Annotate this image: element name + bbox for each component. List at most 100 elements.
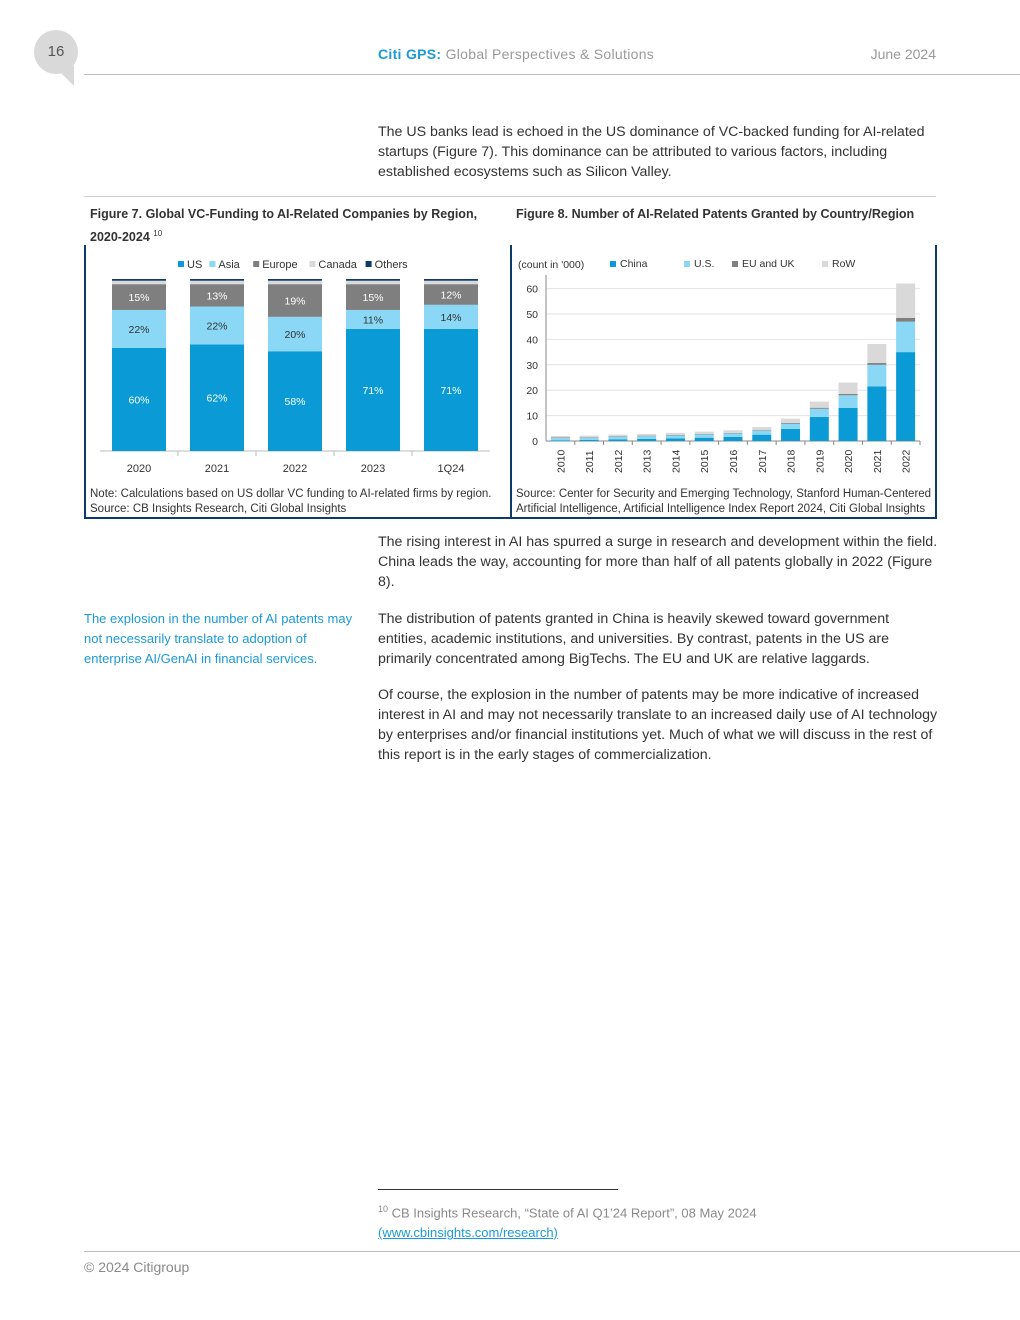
- bar-row-2012: [608, 434, 628, 437]
- footnote-text: CB Insights Research, “State of AI Q1’24…: [391, 1205, 757, 1221]
- data-label-us-2021: 62%: [206, 393, 227, 405]
- bar-asia-1Q24: [424, 304, 478, 329]
- bar-row-2013: [637, 433, 657, 436]
- x-tick-label-2020: 2020: [843, 449, 855, 473]
- bar-others-2023: [346, 279, 400, 281]
- bar-u.s.-2022: [896, 321, 916, 353]
- bar-row-2022: [896, 283, 916, 318]
- brand-name: Citi GPS:: [378, 46, 442, 62]
- figure8-chart-frame: (count in '000) China U.S. EU and UK RoW 0 10 2…: [510, 245, 937, 519]
- data-label-europe-2023: 15%: [362, 292, 383, 304]
- footer-copyright: © 2024 Citigroup: [84, 1259, 190, 1275]
- data-label-asia-2021: 22%: [206, 320, 227, 332]
- y-tick-label-10: 10: [526, 411, 538, 423]
- bar-us-2022: [268, 351, 322, 451]
- legend-swatch-us: [178, 261, 184, 267]
- bar-eu-and-uk-2017: [752, 430, 772, 431]
- x-tick-label-2017: 2017: [757, 449, 769, 473]
- bar-u.s.-2018: [781, 423, 801, 429]
- legend-label-china: China: [620, 258, 648, 270]
- data-label-asia-2020: 22%: [128, 324, 149, 336]
- bar-eu-and-uk-2013: [637, 435, 657, 437]
- bar-u.s.-2019: [809, 408, 829, 417]
- figure7-note: Note: Calculations based on US dollar VC…: [90, 487, 505, 517]
- paragraph-intro: The US banks lead is echoed in the US do…: [378, 124, 925, 180]
- bar-u.s.-2017: [752, 430, 772, 435]
- data-label-asia-2022: 20%: [284, 329, 305, 341]
- legend-label-row: RoW: [832, 258, 855, 270]
- x-tick-label-2015: 2015: [699, 449, 711, 473]
- header-divider: [84, 74, 1020, 75]
- bar-china-2022: [896, 352, 916, 441]
- footnote: 10 CB Insights Research, “State of AI Q1…: [378, 1199, 757, 1243]
- bar-asia-2020: [112, 309, 166, 348]
- data-label-europe-2021: 13%: [206, 290, 227, 302]
- legend-swatch-others: [365, 261, 372, 267]
- footnote-number: 10: [378, 1204, 389, 1214]
- bar-us-1Q24: [424, 328, 478, 451]
- bar-u.s.-2010: [550, 437, 570, 441]
- bar-u.s.-2012: [608, 436, 628, 440]
- legend-label-canada: Canada: [318, 259, 357, 271]
- x-tick-label-2011: 2011: [584, 450, 596, 473]
- data-label-asia-1Q24: 14%: [440, 312, 461, 324]
- x-tick-label-2018: 2018: [786, 449, 798, 473]
- bar-others-1Q24: [424, 279, 478, 281]
- figure7-source-line: Source: CB Insights Research, Citi Globa…: [90, 503, 347, 515]
- data-label-us-2023: 71%: [362, 385, 383, 397]
- figure7-chart-frame: US Asia Europe Canada Others 60% 22% 15% 2020 62%…: [84, 245, 510, 519]
- data-label-asia-2023: 11%: [363, 314, 383, 326]
- bar-china-2015: [694, 437, 714, 441]
- bar-china-2018: [781, 428, 801, 441]
- bar-us-2023: [346, 328, 400, 451]
- x-tick-label-1Q24: 1Q24: [438, 463, 465, 475]
- data-label-europe-1Q24: 12%: [440, 289, 461, 301]
- x-tick-label-2020: 2020: [127, 463, 151, 475]
- bar-others-2021: [190, 279, 244, 281]
- paragraph-distribution: The distribution of patents granted in C…: [378, 611, 890, 667]
- bar-china-2017: [752, 434, 772, 441]
- bar-china-2011: [579, 439, 599, 441]
- bar-europe-1Q24: [424, 284, 478, 305]
- x-tick-label-2021: 2021: [205, 463, 229, 475]
- legend-swatch-europe: [253, 261, 260, 267]
- footer-divider: [84, 1251, 1020, 1252]
- footnote-link[interactable]: (www.cbinsights.com/research): [378, 1225, 558, 1241]
- bar-eu-and-uk-2014: [665, 434, 685, 436]
- x-tick-label-2010: 2010: [555, 449, 567, 473]
- data-label-europe-2020: 15%: [128, 292, 149, 304]
- figure8-source-line-1: Source: Center for Security and Emerging…: [516, 488, 932, 500]
- bar-row-2019: [809, 401, 829, 408]
- legend-swatch-row: [822, 261, 828, 267]
- bar-china-2020: [838, 407, 858, 441]
- header-date: June 2024: [870, 46, 936, 62]
- bar-asia-2023: [346, 309, 400, 329]
- figure8-note: Source: Center for Security and Emerging…: [516, 487, 934, 517]
- y-tick-label-0: 0: [532, 436, 538, 448]
- bar-eu-and-uk-2016: [723, 432, 743, 434]
- legend-label-others: Others: [375, 259, 409, 271]
- bar-row-2015: [694, 431, 714, 434]
- x-tick-label-2022: 2022: [901, 449, 913, 473]
- bar-eu-and-uk-2018: [781, 422, 801, 424]
- bar-others-2022: [268, 279, 322, 281]
- bar-europe-2023: [346, 284, 400, 310]
- x-tick-label-2021: 2021: [872, 449, 884, 473]
- data-label-us-1Q24: 71%: [440, 385, 461, 397]
- figure7-note-line: Note: Calculations based on US dollar VC…: [90, 488, 492, 500]
- bar-others-2020: [112, 279, 166, 281]
- y-tick-label-30: 30: [526, 360, 538, 372]
- bar-u.s.-2013: [637, 436, 657, 439]
- bar-eu-and-uk-2015: [694, 433, 714, 435]
- bar-eu-and-uk-2019: [809, 407, 829, 409]
- bar-eu-and-uk-2012: [608, 436, 628, 437]
- y-tick-label-60: 60: [526, 284, 538, 296]
- figure8-source-line-2: Artificial Intelligence, Artificial Inte…: [516, 503, 926, 515]
- y-axis-unit-label: (count in '000): [518, 259, 584, 271]
- figure8-title: Figure 8. Number of AI-Related Patents G…: [516, 207, 915, 221]
- bar-eu-and-uk-2021: [867, 363, 887, 365]
- bar-u.s.-2016: [723, 433, 743, 437]
- y-tick-label-50: 50: [526, 309, 538, 321]
- bar-europe-2021: [190, 284, 244, 307]
- bar-canada-1Q24: [424, 280, 478, 285]
